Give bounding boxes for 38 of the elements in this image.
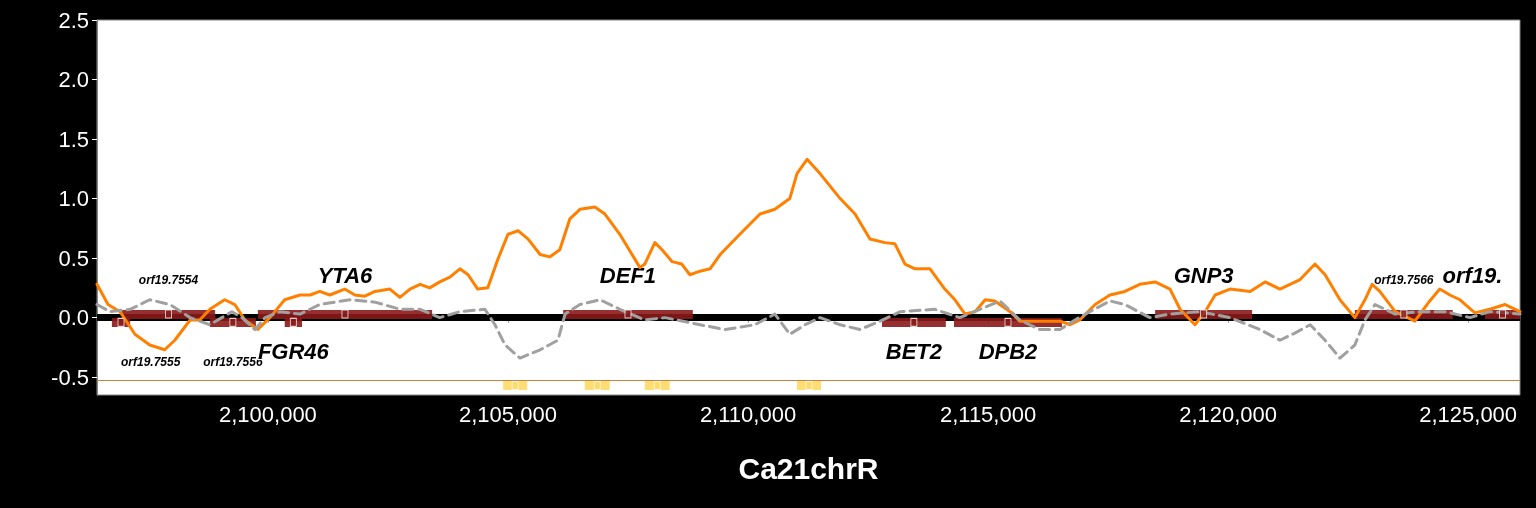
point xyxy=(624,309,632,319)
y-tick-label: 0.0 xyxy=(58,305,89,331)
y-tick-label: 2.0 xyxy=(58,67,89,93)
point xyxy=(511,380,519,390)
annotation: GNP3 xyxy=(1173,262,1234,288)
y-tick-label: 1.5 xyxy=(58,126,89,152)
annotation: orf19. xyxy=(1442,262,1503,288)
y-tick-label: 0.5 xyxy=(58,245,89,271)
annotation: YTA6 xyxy=(317,262,374,288)
x-tick-label: 2,100,000 xyxy=(218,401,317,427)
x-tick-label: 2,105,000 xyxy=(459,401,557,427)
point xyxy=(165,309,173,319)
point xyxy=(653,380,661,390)
point xyxy=(593,380,601,390)
point xyxy=(341,309,349,319)
x-tick-label: 2,120,000 xyxy=(1179,401,1278,427)
annotation: orf19.7566 xyxy=(1374,273,1434,288)
y-tick-label: 2.5 xyxy=(58,7,89,33)
point xyxy=(289,317,297,327)
annotation: orf19.7554 xyxy=(138,273,199,288)
x-tick-label: 2,125,000 xyxy=(1419,401,1518,427)
annotation: DEF1 xyxy=(599,262,657,288)
point xyxy=(229,317,237,327)
y-tick-label: -0.5 xyxy=(51,364,89,390)
y-tick-label: 1.0 xyxy=(58,186,89,212)
point xyxy=(910,317,918,327)
point xyxy=(1200,309,1208,319)
point xyxy=(1004,317,1012,327)
point xyxy=(117,317,125,327)
x-axis-title: Ca21chrR xyxy=(738,451,879,485)
annotation: orf19.7555 xyxy=(121,355,181,370)
point xyxy=(805,380,813,390)
point xyxy=(1498,309,1506,319)
annotation: BET2 xyxy=(885,338,943,364)
x-tick-label: 2,110,000 xyxy=(699,401,797,427)
point xyxy=(1400,309,1408,319)
annotation: DPB2 xyxy=(978,338,1039,364)
x-tick-label: 2,115,000 xyxy=(939,401,1037,427)
